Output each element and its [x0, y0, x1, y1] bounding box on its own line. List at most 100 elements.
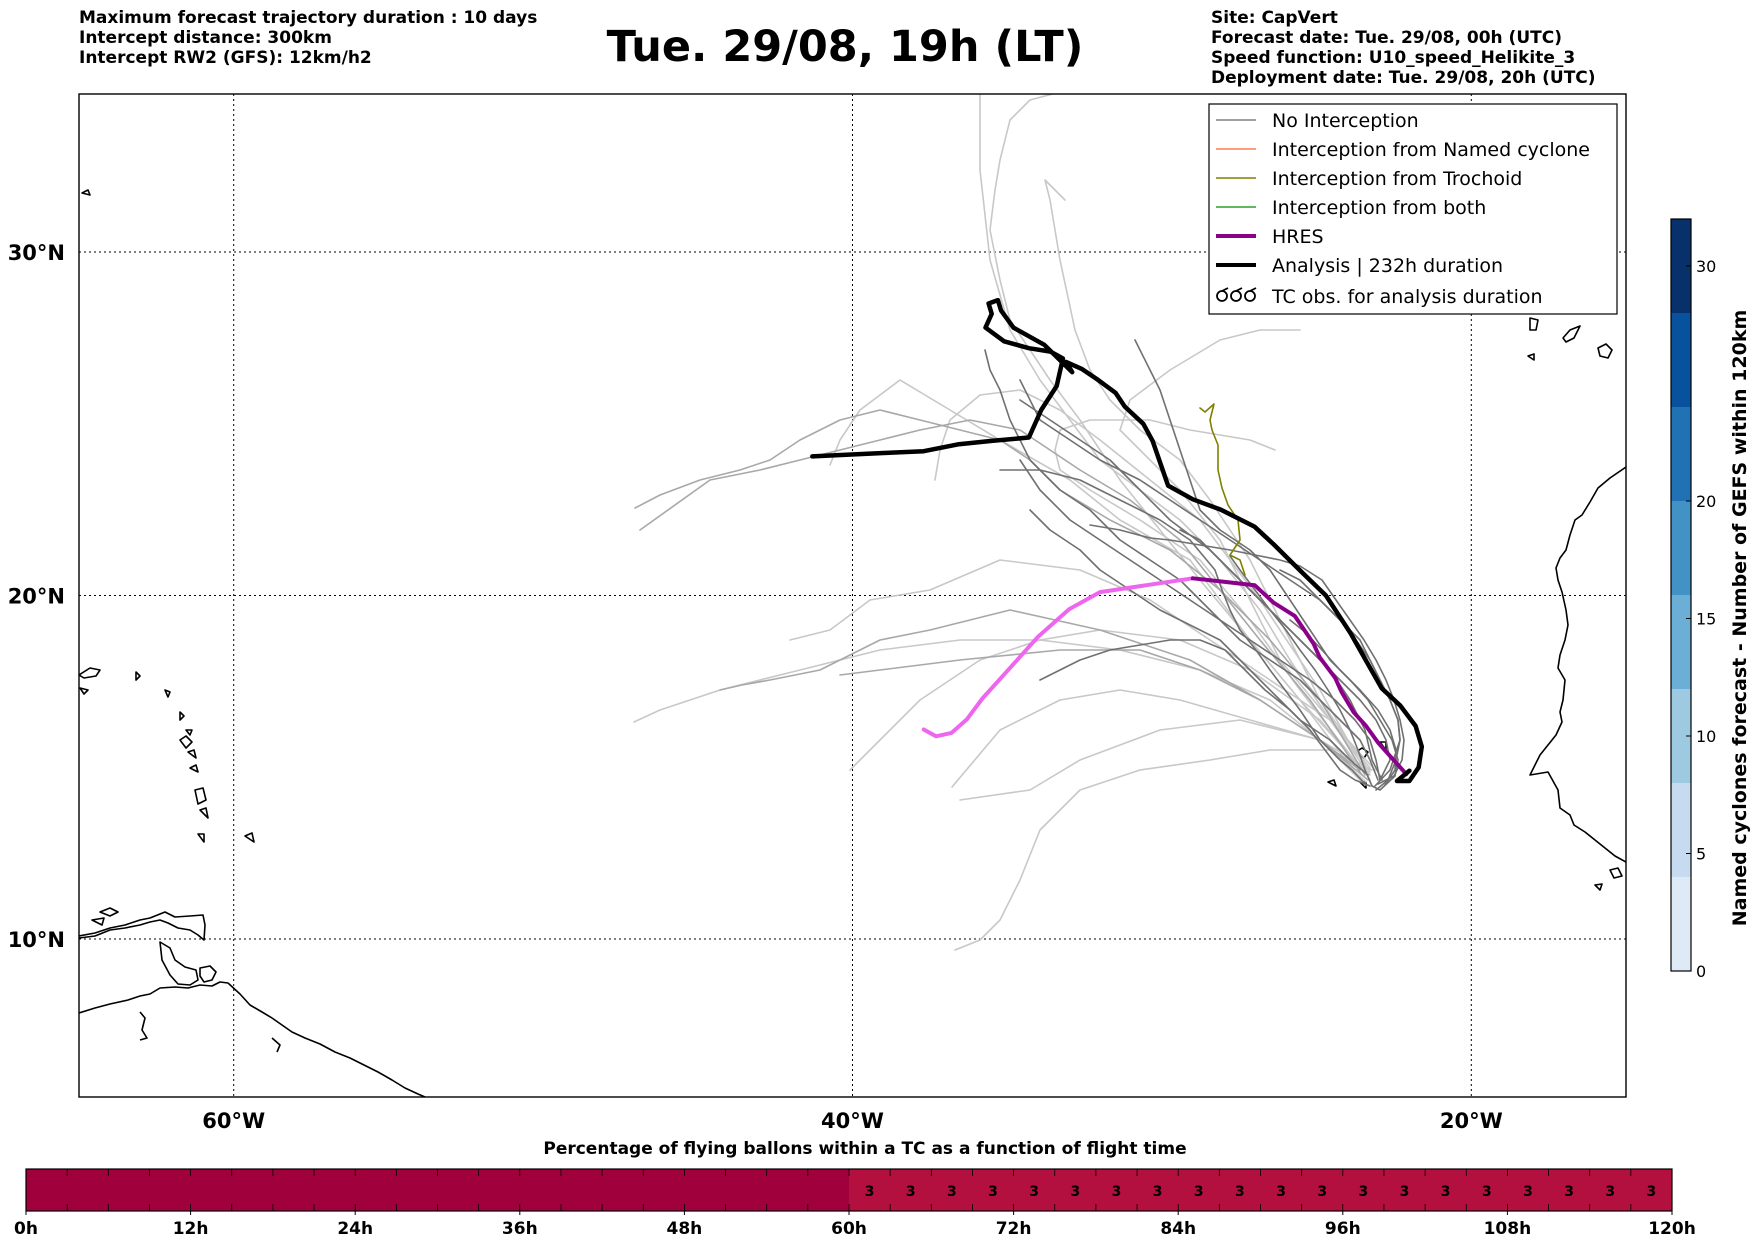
header-intercept-distance: Intercept distance: 300km [79, 28, 332, 48]
colorbar-cell [1671, 783, 1691, 877]
hres-track [1190, 576, 1409, 777]
colorbar-tick-label: 10 [1696, 727, 1716, 746]
coast-capeverde-c [1327, 779, 1337, 787]
colorbar-cell [1671, 689, 1691, 783]
coast-isl-i [197, 833, 205, 843]
flight-bar-cell-value: 3 [1523, 1184, 1533, 1200]
flight-bar-cell-value: 3 [1029, 1184, 1039, 1200]
analysis-track [810, 297, 1425, 784]
flight-bar-tick-label: 84h [1160, 1219, 1196, 1239]
coast-isl-l [164, 689, 171, 698]
legend-label-analysis: Analysis | 232h duration [1272, 255, 1503, 277]
legend-label-named-cyclone: Interception from Named cyclone [1272, 139, 1590, 161]
flight-bar-cell-value: 3 [1276, 1184, 1286, 1200]
flight-bar-tick-label: 96h [1325, 1219, 1361, 1239]
legend: No Interception Interception from Named … [1208, 103, 1618, 315]
lon-tick-label: 60°W [202, 1109, 265, 1133]
colorbar: 0 5 10 15 20 30 Named cyclones forecast - Num… [1670, 218, 1751, 981]
coast-isl-e [187, 749, 197, 759]
flight-bar-tick-label: 24h [337, 1219, 373, 1239]
coast-isl-n [185, 729, 193, 736]
legend-label-trochoid: Interception from Trochoid [1272, 168, 1522, 190]
coast-isl-j [244, 832, 255, 843]
coastlines [79, 189, 1626, 1097]
flight-bar-cell-value: 3 [1605, 1184, 1615, 1200]
lat-tick-label: 20°N [8, 585, 65, 609]
tc-symbol-icon [1216, 287, 1257, 302]
flight-bar-tick-label: 120h [1648, 1219, 1696, 1239]
coast-isl-c [79, 687, 89, 695]
coast-isl-m [179, 711, 185, 721]
header-max-duration: Maximum forecast trajectory duration : 1… [79, 8, 538, 28]
hres-track-late [921, 576, 1195, 739]
colorbar-label: Named cyclones forecast - Number of GEFS… [1729, 310, 1751, 927]
coast-isl-a [99, 907, 119, 917]
coast-africa-isl-b [1594, 883, 1603, 891]
flight-bar-tick-label: 48h [667, 1219, 703, 1239]
flight-bar-cell-value: 3 [947, 1184, 957, 1200]
legend-label-both: Interception from both [1272, 197, 1486, 219]
header-site: Site: CapVert [1211, 8, 1338, 28]
coast-canary-b [1562, 325, 1581, 343]
legend-label-hres: HRES [1272, 226, 1324, 248]
flight-bar-tick-label: 60h [831, 1219, 867, 1239]
coast-trinidad [199, 965, 217, 983]
header-right: Site: CapVert Forecast date: Tue. 29/08,… [1211, 8, 1596, 88]
page-title: Tue. 29/08, 19h (LT) [606, 22, 1084, 72]
colorbar-cell [1671, 501, 1691, 595]
colorbar-cell [1671, 313, 1691, 407]
coast-isl-g [194, 787, 207, 805]
map-frame [78, 93, 1627, 1098]
flight-bar-cell-value: 3 [865, 1184, 875, 1200]
colorbar-frame [1670, 218, 1692, 972]
flight-bar-tick-label: 12h [173, 1219, 209, 1239]
coast-isl-h [199, 807, 209, 819]
flight-bar-cell-value: 3 [1317, 1184, 1327, 1200]
colorbar-tick-label: 5 [1696, 845, 1706, 864]
legend-box [1208, 103, 1618, 315]
coast-africa [1529, 466, 1626, 863]
colorbar-cell [1671, 877, 1691, 971]
coast-africa-isl-a [1609, 867, 1623, 879]
header-forecast-date: Forecast date: Tue. 29/08, 00h (UTC) [1211, 28, 1562, 48]
coast-guiana-b [271, 1037, 281, 1053]
flight-bar-tick-label: 72h [996, 1219, 1032, 1239]
flight-bar-cell-value: 3 [1194, 1184, 1204, 1200]
flight-bar-cell-value: 3 [1482, 1184, 1492, 1200]
coast-paraguana [159, 941, 199, 986]
flight-bar-cell-value: 3 [1359, 1184, 1369, 1200]
flight-bar-cell-value: 3 [1112, 1184, 1122, 1200]
flight-bar-tick-label: 36h [502, 1219, 538, 1239]
coast-isl-k [135, 671, 141, 681]
flight-bar-cell-value: 3 [1441, 1184, 1451, 1200]
flight-bar-cell-value: 3 [1564, 1184, 1574, 1200]
flight-bar-cell-value: 3 [988, 1184, 998, 1200]
lon-tick-label: 20°W [1440, 1109, 1503, 1133]
flight-bar-tick-label: 108h [1484, 1219, 1532, 1239]
coast-isl-d [179, 735, 193, 749]
header-deployment-date: Deployment date: Tue. 29/08, 20h (UTC) [1211, 68, 1596, 88]
header-left: Maximum forecast trajectory duration : 1… [79, 8, 537, 68]
coast-isl-b [91, 917, 105, 926]
colorbar-cell [1671, 219, 1691, 313]
coast-canary-c [1597, 343, 1613, 359]
coast-pr [79, 667, 101, 679]
flight-bar-tick-label: 0h [14, 1219, 38, 1239]
lon-tick-label: 40°W [821, 1109, 884, 1133]
lat-tick-label: 30°N [8, 241, 65, 265]
legend-label-tc-obs: TC obs. for analysis duration [1271, 286, 1543, 308]
legend-label-no-interception: No Interception [1272, 110, 1419, 132]
colorbar-cell [1671, 595, 1691, 689]
flight-bar-cell-value: 3 [1647, 1184, 1657, 1200]
coast-south-america [79, 981, 426, 1097]
colorbar-tick-label: 30 [1696, 257, 1716, 276]
flight-bar-cell-value: 3 [906, 1184, 916, 1200]
flight-bar-cell-value: 3 [1400, 1184, 1410, 1200]
colorbar-tick-label: 20 [1696, 492, 1716, 511]
header-speed-function: Speed function: U10_speed_Helikite_3 [1211, 48, 1576, 68]
flight-time-bar-title: Percentage of flying ballons within a TC… [543, 1139, 1187, 1159]
coast-isl-o [81, 189, 91, 196]
coast-canary-a [1529, 317, 1539, 331]
colorbar-cell [1671, 407, 1691, 501]
